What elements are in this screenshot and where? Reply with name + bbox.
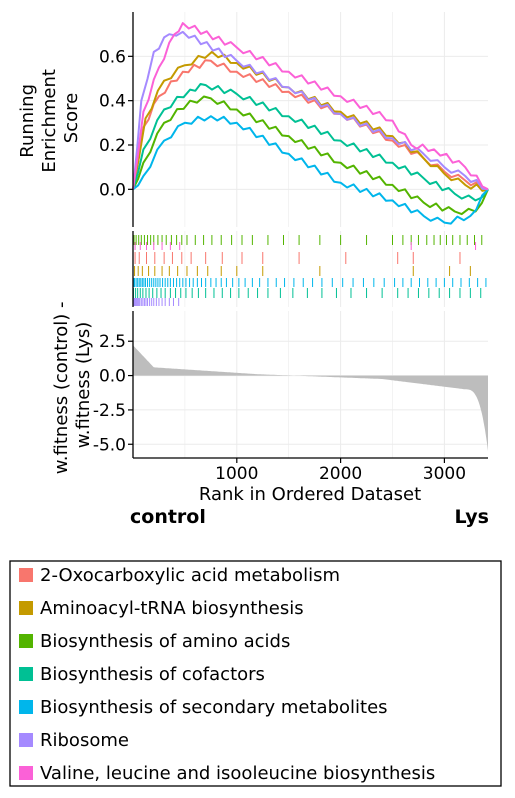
x-tick-label: 2000 [319,464,362,484]
legend-swatch [19,568,33,582]
legend-label: 2-Oxocarboxylic acid metabolism [40,565,340,586]
legend-label: Ribosome [40,730,129,751]
legend-box [9,560,502,787]
es-line [132,83,489,202]
x-tick-label: 3000 [423,464,466,484]
legend-swatch [19,601,33,615]
es-panel: 0.0 0.2 0.4 0.6 Running Enrichment Score [17,12,489,227]
es-line [132,115,489,225]
metric-y-tick-label: -2.5 [93,401,126,421]
x-axis-label: Rank in Ordered Dataset [199,484,421,505]
phenotype-left-label: control [130,506,206,528]
legend-label: Aminoacyl-tRNA biosynthesis [40,598,304,619]
es-y-ticks: 0.0 0.2 0.4 0.6 [99,47,133,200]
legend-swatch [19,733,33,747]
legend-label: Biosynthesis of cofactors [40,664,265,685]
metric-y-ticks: 2.5 0.0 -2.5 -5.0 [93,332,133,455]
es-y-tick-label: 0.4 [99,92,126,112]
es-line [132,30,489,191]
phenotype-right-label: Lys [454,506,489,528]
es-line [132,22,489,191]
es-y-tick-label: 0.6 [99,47,126,67]
legend: 2-Oxocarboxylic acid metabolism Aminoacyl… [9,560,502,787]
metric-y-tick-label: 2.5 [99,332,126,352]
es-y-tick-label: 0.0 [99,180,126,200]
legend-swatch [19,634,33,648]
legend-label: Valine, leucine and isooleucine biosynth… [40,763,435,784]
es-y-label: Running Enrichment Score [17,63,82,172]
legend-swatch [19,766,33,780]
hit-panel [132,231,487,307]
hit-grid [184,231,445,307]
legend-swatch [19,700,33,714]
es-line [132,95,489,216]
metric-panel: 2.5 0.0 -2.5 -5.0 1000 2000 3000 w.fitness (c… [51,296,489,528]
metric-y-label: w.fitness (control) - w.fitness (Lys) [51,296,94,475]
x-tick-label: 1000 [215,464,258,484]
metric-y-tick-label: -5.0 [93,435,126,455]
es-lines [132,22,489,225]
ranked-metric-area [133,345,488,452]
metric-y-tick-label: 0.0 [99,367,126,387]
x-ticks: 1000 2000 3000 [215,458,466,484]
legend-swatch [19,667,33,681]
legend-label: Biosynthesis of secondary metabolites [40,697,388,718]
es-panel-background [133,12,488,227]
legend-label: Biosynthesis of amino acids [40,631,290,652]
metric-grid [133,311,488,458]
legend-items: 2-Oxocarboxylic acid metabolism Aminoacyl… [19,565,435,784]
es-y-tick-label: 0.2 [99,136,126,156]
gene-hits [133,235,487,306]
